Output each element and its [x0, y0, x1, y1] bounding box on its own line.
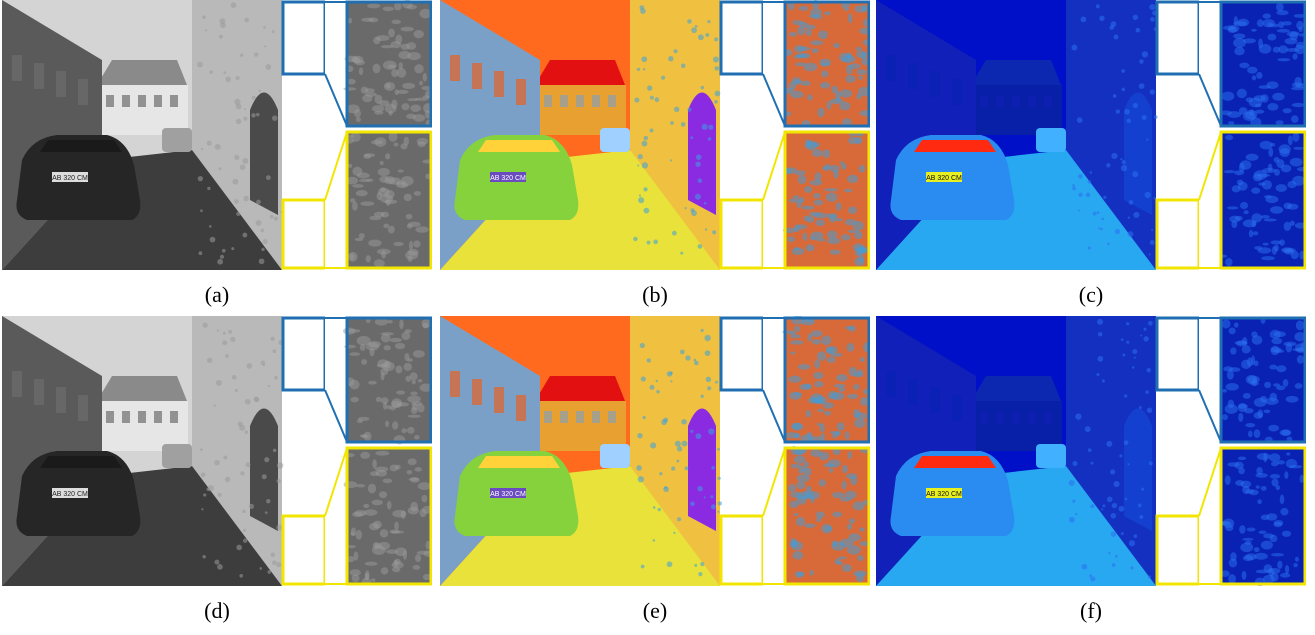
zoom-inset-top	[343, 316, 432, 445]
zoom-region-top	[281, 0, 327, 76]
panel-e: AB 320 CM	[440, 316, 870, 586]
connector-bottom	[762, 131, 786, 201]
connector-bottom	[762, 447, 786, 517]
scene-e: AB 320 CM	[440, 316, 723, 586]
connector-bottom	[1198, 447, 1222, 517]
connector-top	[762, 389, 786, 443]
zoom-inset-top	[783, 0, 870, 128]
connector-top	[1198, 389, 1222, 443]
panel-a-image: AB 320 CM	[2, 0, 432, 270]
connector-top	[324, 389, 348, 443]
license-plate: AB 320 CM	[52, 175, 88, 182]
caption-c: (c)	[1078, 282, 1104, 307]
zoom-region-bottom	[1155, 514, 1201, 586]
scene-a: AB 320 CM	[2, 0, 284, 270]
panel-c-image: AB 320 CM	[876, 0, 1306, 270]
panel-b: AB 320 CM	[440, 0, 870, 270]
zoom-region-bottom	[719, 198, 765, 270]
panel-d-image: AB 320 CM	[2, 316, 432, 586]
license-plate: AB 320 CM	[926, 491, 962, 498]
zoom-inset-bottom	[1219, 130, 1306, 270]
zoom-inset-bottom	[1219, 446, 1306, 586]
zoom-inset-bottom	[783, 445, 870, 586]
panel-f: AB 320 CM	[876, 316, 1306, 586]
license-plate: AB 320 CM	[52, 491, 88, 498]
caption-a: (a)	[204, 282, 230, 307]
zoom-region-top	[281, 316, 327, 392]
zoom-region-bottom	[281, 198, 327, 270]
connector-bottom	[324, 447, 348, 517]
license-plate: AB 320 CM	[926, 175, 962, 182]
zoom-inset-top	[1219, 316, 1306, 444]
zoom-inset-top	[782, 316, 870, 444]
zoom-region-bottom	[1155, 198, 1201, 270]
panel-b-image: AB 320 CM	[440, 0, 870, 270]
connector-top	[324, 73, 348, 127]
connector-bottom	[1198, 131, 1222, 201]
panel-a: AB 320 CM	[2, 0, 432, 270]
panel-c: AB 320 CM	[876, 0, 1306, 270]
zoom-region-top	[719, 0, 765, 76]
zoom-region-top	[1155, 316, 1201, 392]
connector-bottom	[324, 131, 348, 201]
zoom-inset-top	[1219, 0, 1306, 128]
connector-top	[1198, 73, 1222, 127]
zoom-region-top	[1155, 0, 1201, 76]
zoom-inset-bottom	[782, 130, 870, 270]
caption-b: (b)	[642, 282, 668, 307]
panel-d: AB 320 CM	[2, 316, 432, 586]
license-plate: AB 320 CM	[490, 175, 526, 182]
caption-f: (f)	[1080, 598, 1102, 623]
connector-top	[762, 73, 786, 127]
scene-c: AB 320 CM	[876, 0, 1158, 270]
panel-f-image: AB 320 CM	[876, 316, 1306, 586]
zoom-inset-top	[343, 0, 432, 128]
zoom-region-bottom	[281, 514, 327, 586]
caption-e: (e)	[642, 598, 668, 623]
scene-b: AB 320 CM	[440, 0, 721, 270]
scene-d: AB 320 CM	[2, 316, 284, 586]
zoom-region-bottom	[719, 514, 765, 586]
panel-e-image: AB 320 CM	[440, 316, 870, 586]
license-plate: AB 320 CM	[490, 491, 526, 498]
zoom-inset-bottom	[343, 446, 432, 586]
zoom-inset-bottom	[345, 130, 432, 270]
zoom-region-top	[719, 316, 765, 392]
scene-f: AB 320 CM	[876, 316, 1156, 586]
caption-d: (d)	[204, 598, 230, 623]
